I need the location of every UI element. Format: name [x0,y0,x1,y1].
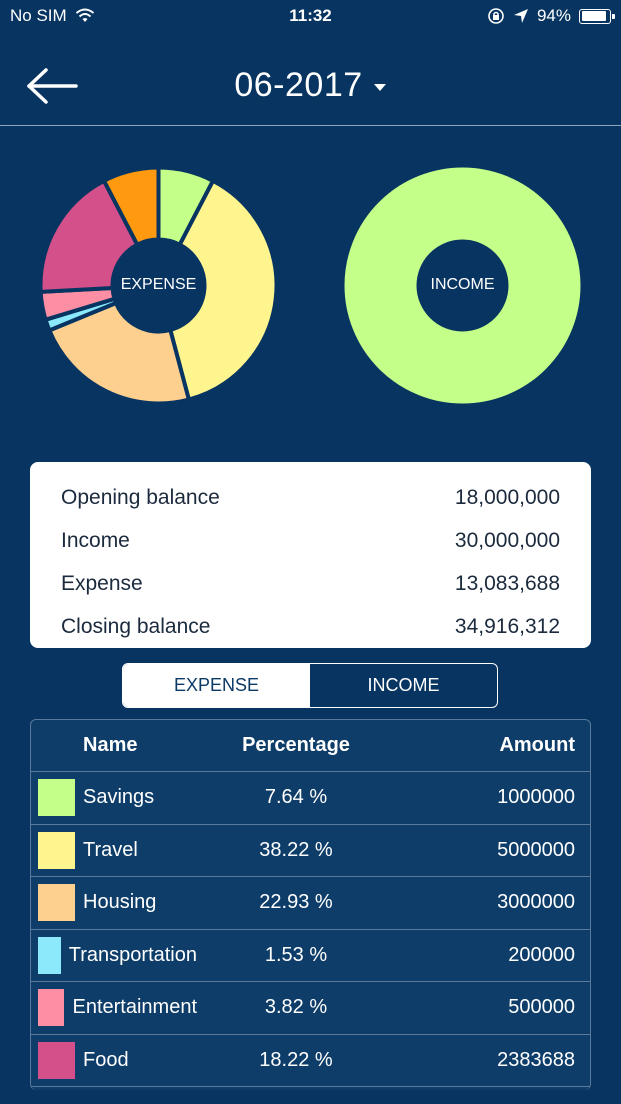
expense-donut-chart: EXPENSE [38,165,279,406]
table-header: Name Percentage Amount [31,720,590,772]
table-row[interactable]: Travel 38.22 % 5000000 [31,825,590,877]
location-arrow-icon [513,9,528,23]
row-name: Travel [83,838,138,861]
row-name: Food [83,1048,129,1071]
arrow-left-icon [27,68,78,104]
summary-row-income: Income 30,000,000 [61,519,560,562]
summary-label: Income [61,528,130,552]
summary-value: 13,083,688 [454,571,560,595]
summary-row-expense: Expense 13,083,688 [61,562,560,605]
donut-slice-income [344,167,581,404]
row-name-cell: Travel [31,831,197,869]
table-row[interactable]: Savings 7.64 % 1000000 [31,772,590,825]
nav-bar: 06-2017 [0,32,621,126]
row-percentage: 38.22 % [259,838,333,861]
tab-expense[interactable]: EXPENSE [123,664,310,707]
summary-row-closing: Closing balance 34,916,312 [61,605,560,648]
color-swatch [38,1041,75,1079]
row-amount: 2383688 [497,1048,575,1071]
row-name: Transportation [68,943,197,966]
row-percentage: 22.93 % [259,891,333,914]
wifi-icon [75,8,94,22]
table-row[interactable]: Transportation 1.53 % 200000 [31,930,590,982]
table-row[interactable]: Entertainment 3.82 % 500000 [31,982,590,1035]
color-swatch [38,884,75,922]
status-left: No SIM [10,6,95,26]
row-name-cell: Housing [31,884,197,922]
income-chart-label: INCOME [430,276,495,293]
category-table: Name Percentage Amount Savings 7.64 % 10… [30,719,591,1090]
column-header-percentage: Percentage [242,734,350,756]
row-amount: 5000000 [497,838,575,861]
battery-icon [579,8,615,24]
month-selector[interactable]: 06-2017 [0,66,621,105]
donut-slice-travel [167,178,279,402]
row-name-cell: Transportation [31,936,197,974]
status-time: 11:32 [289,6,332,25]
donut-slice-food [38,178,140,294]
summary-row-opening: Opening balance 18,000,000 [61,476,560,519]
status-right: 94% [479,6,615,26]
table-row[interactable]: Housing 22.93 % 3000000 [31,877,590,930]
row-percentage: 3.82 % [264,996,328,1019]
income-donut-chart: INCOME [344,167,581,404]
summary-value: 18,000,000 [454,485,560,509]
color-swatch [38,779,75,817]
row-percentage: 18.22 % [259,1048,333,1071]
caret-down-icon [373,84,386,92]
expense-donut-svg [38,165,279,406]
table-row[interactable]: Food 18.22 % 2383688 [31,1035,590,1087]
page-title: 06-2017 [234,66,363,104]
battery-fill [581,11,607,21]
row-amount: 200000 [508,943,575,966]
row-amount: 3000000 [497,891,575,914]
row-name: Housing [83,891,157,914]
income-donut-svg [344,167,581,404]
row-amount: 500000 [508,996,575,1019]
summary-value: 34,916,312 [454,614,560,638]
summary-value: 30,000,000 [454,528,560,552]
summary-label: Expense [61,571,143,595]
donut-slice-housing [46,300,192,406]
status-bar: No SIM 11:32 94% [0,0,621,32]
row-name-cell: Food [31,1041,197,1079]
row-name: Entertainment [72,996,197,1019]
expense-chart-label: EXPENSE [120,276,197,293]
color-swatch [38,936,61,974]
row-percentage: 7.64 % [264,786,328,809]
donut-slice-other [101,165,161,248]
type-segmented-control: EXPENSE INCOME [122,663,498,708]
summary-label: Closing balance [61,614,211,638]
row-name: Savings [83,786,155,809]
column-header-amount: Amount [499,734,575,756]
battery-percent: 94% [536,6,571,25]
color-swatch [38,831,75,869]
balance-summary-card: Opening balance 18,000,000 Income 30,000… [30,462,591,648]
row-name-cell: Savings [31,779,197,817]
rotation-lock-icon [488,8,504,24]
column-header-name: Name [83,734,138,756]
row-percentage: 1.53 % [264,943,328,966]
back-button[interactable] [24,66,80,106]
row-name-cell: Entertainment [31,989,197,1027]
row-amount: 1000000 [497,786,575,809]
color-swatch [38,989,65,1027]
summary-label: Opening balance [61,485,220,509]
tab-income[interactable]: INCOME [367,675,440,695]
carrier-label: No SIM [10,6,67,25]
